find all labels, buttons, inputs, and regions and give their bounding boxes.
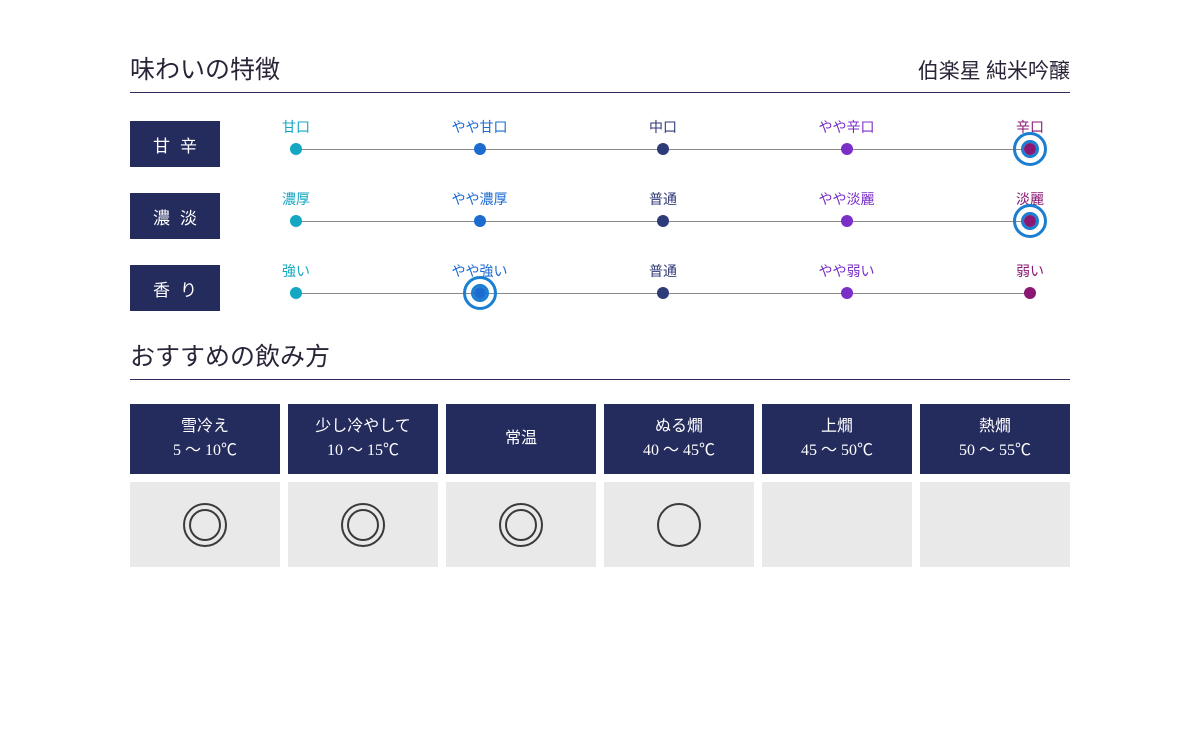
scale-dot	[841, 287, 853, 299]
scale-label: 淡麗	[990, 189, 1070, 209]
product-name: 伯楽星 純米吟醸	[918, 55, 1070, 85]
drink-rating-cell	[920, 482, 1070, 567]
scale-labels: 濃厚 やや濃厚 普通 やや淡麗 淡麗	[256, 189, 1070, 209]
scale-dot	[474, 287, 486, 299]
scale-dot	[657, 215, 669, 227]
scale-label: 辛口	[990, 117, 1070, 137]
scale-label: やや辛口	[807, 117, 887, 137]
scale-label: 普通	[623, 261, 703, 281]
taste-scale: 甘口やや甘口中口やや辛口辛口	[256, 121, 1070, 167]
drink-column-header: ぬる燗40 〜 45℃	[604, 404, 754, 474]
drink-column-header: 雪冷え5 〜 10℃	[130, 404, 280, 474]
double-circle-icon	[499, 503, 543, 547]
scale-dot	[1024, 215, 1036, 227]
scale-dot	[841, 143, 853, 155]
scale-label: 中口	[623, 117, 703, 137]
scale-label: やや淡麗	[807, 189, 887, 209]
scale-label: 甘口	[256, 117, 336, 137]
drink-rating-cell	[446, 482, 596, 567]
taste-axis-label: 香り	[130, 265, 220, 311]
scale-label: 弱い	[990, 261, 1070, 281]
scale-dot	[657, 143, 669, 155]
scale-label: 濃厚	[256, 189, 336, 209]
taste-scale: 強いやや強い普通やや弱い弱い	[256, 265, 1070, 311]
taste-axis-label: 濃淡	[130, 193, 220, 239]
scale-dot	[474, 215, 486, 227]
double-circle-icon	[183, 503, 227, 547]
taste-header: 味わいの特徴 伯楽星 純米吟醸	[130, 50, 1070, 93]
drink-column-header: 少し冷やして10 〜 15℃	[288, 404, 438, 474]
drink-rating-cell	[604, 482, 754, 567]
scale-dot	[474, 143, 486, 155]
scale-label: やや濃厚	[440, 189, 520, 209]
drink-temperature: 5 〜 10℃	[173, 439, 237, 463]
taste-characteristics: 甘辛甘口やや甘口中口やや辛口辛口濃淡濃厚やや濃厚普通やや淡麗淡麗香り強いやや強い…	[130, 121, 1070, 311]
drink-recommendation-table: 雪冷え5 〜 10℃少し冷やして10 〜 15℃常温ぬる燗40 〜 45℃上燗4…	[130, 404, 1070, 567]
drink-name: 上燗	[821, 415, 853, 439]
section-title-taste: 味わいの特徴	[130, 50, 280, 86]
drink-column-header: 熱燗50 〜 55℃	[920, 404, 1070, 474]
drink-column-header: 常温	[446, 404, 596, 474]
drink-column-header: 上燗45 〜 50℃	[762, 404, 912, 474]
drink-temperature: 50 〜 55℃	[959, 439, 1031, 463]
scale-dot	[841, 215, 853, 227]
taste-row: 甘辛甘口やや甘口中口やや辛口辛口	[130, 121, 1070, 167]
scale-label: 強い	[256, 261, 336, 281]
scale-dot	[290, 215, 302, 227]
scale-dot	[1024, 287, 1036, 299]
taste-axis-label: 甘辛	[130, 121, 220, 167]
drink-temperature: 10 〜 15℃	[327, 439, 399, 463]
drink-temperature: 40 〜 45℃	[643, 439, 715, 463]
drink-name: 熱燗	[979, 415, 1011, 439]
drink-rating-cell	[130, 482, 280, 567]
scale-dot	[1024, 143, 1036, 155]
scale-labels: 甘口 やや甘口 中口 やや辛口 辛口	[256, 117, 1070, 137]
scale-label: やや強い	[440, 261, 520, 281]
drink-name: 少し冷やして	[315, 415, 411, 439]
drink-name: ぬる燗	[655, 415, 703, 439]
taste-row: 香り強いやや強い普通やや弱い弱い	[130, 265, 1070, 311]
scale-dot	[657, 287, 669, 299]
scale-label: やや甘口	[440, 117, 520, 137]
scale-label: やや弱い	[807, 261, 887, 281]
drink-name: 雪冷え	[181, 415, 229, 439]
drink-rating-cell	[762, 482, 912, 567]
double-circle-icon	[341, 503, 385, 547]
scale-dot	[290, 143, 302, 155]
taste-scale: 濃厚やや濃厚普通やや淡麗淡麗	[256, 193, 1070, 239]
drink-temperature: 45 〜 50℃	[801, 439, 873, 463]
section-title-drink: おすすめの飲み方	[130, 337, 1070, 380]
drink-name: 常温	[505, 427, 537, 451]
scale-label: 普通	[623, 189, 703, 209]
circle-icon	[657, 503, 701, 547]
taste-row: 濃淡濃厚やや濃厚普通やや淡麗淡麗	[130, 193, 1070, 239]
scale-dot	[290, 287, 302, 299]
drink-rating-cell	[288, 482, 438, 567]
scale-labels: 強い やや強い 普通 やや弱い 弱い	[256, 261, 1070, 281]
